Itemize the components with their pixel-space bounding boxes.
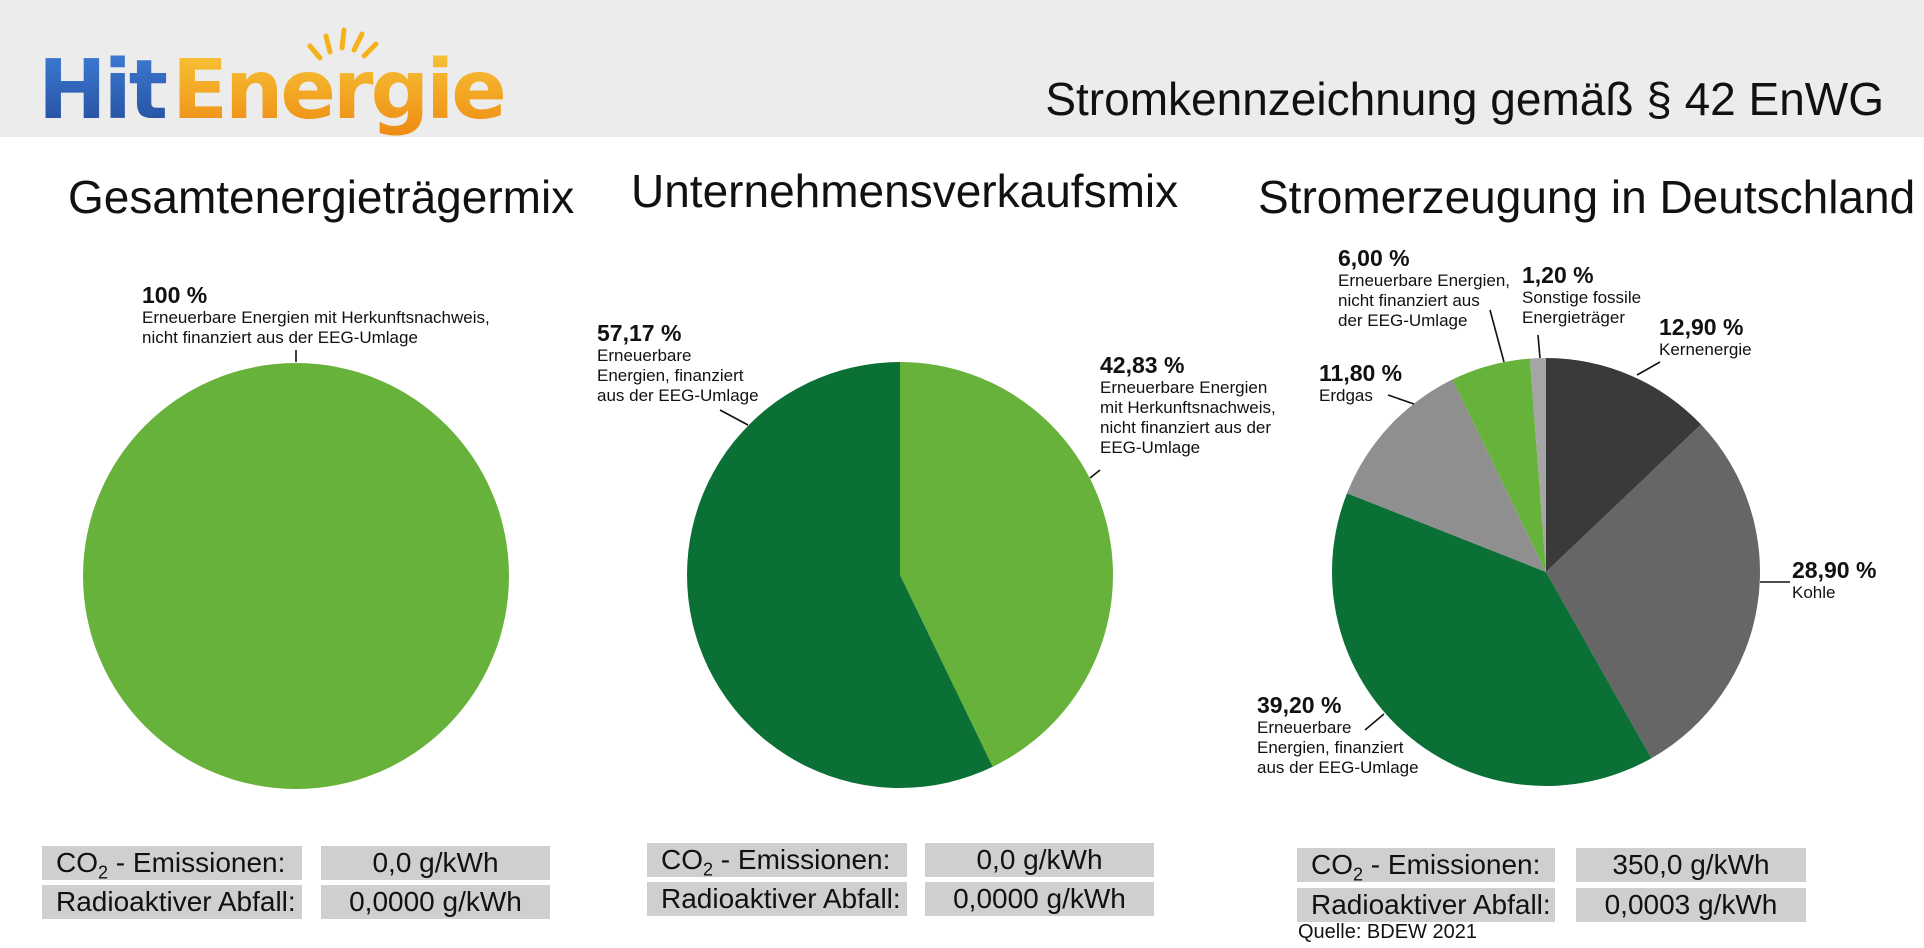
pie-2-slice-2 [1331, 493, 1652, 786]
label-gesamt-ee-nachweis: 100 % Erneuerbare Energien mit Herkunfts… [142, 282, 490, 347]
chart-title-unternehmen: Unternehmensverkaufsmix [631, 165, 1179, 217]
waste-value-3: 0,0003 g/kWh [1576, 888, 1806, 922]
hitenergie-logo: Hit Energie [38, 27, 507, 138]
leader-line-1 [719, 409, 749, 426]
label-de-kohle: 28,90 % Kohle [1792, 557, 1877, 602]
waste-label-1: Radioaktiver Abfall: [42, 885, 302, 919]
pie-2-slice-3 [1347, 379, 1546, 572]
label-de-sonstige-fossile: 1,20 % Sonstige fossile Energieträger [1522, 262, 1642, 327]
chart-title-gesamt: Gesamtenergieträgermix [68, 171, 575, 223]
sun-rays-icon [307, 27, 379, 61]
label-de-ee-eeg: 39,20 % Erneuerbare Energien, finanziert… [1257, 692, 1419, 777]
leader-line-4 [1537, 334, 1541, 359]
co2-value-1: 0,0 g/kWh [321, 846, 550, 880]
pie-2-slice-1 [1546, 424, 1760, 759]
co2-label-1: CO2 - Emissionen: [42, 846, 302, 882]
waste-label-3: Radioaktiver Abfall: [1297, 888, 1555, 922]
leader-line-6 [1387, 394, 1415, 405]
waste-label-2: Radioaktiver Abfall: [647, 882, 907, 916]
co2-value-3: 350,0 g/kWh [1576, 848, 1806, 882]
header-bar: Hit Energie Stromkennzeichnung gemäß § 4… [0, 0, 1924, 138]
label-verkauf-ee-nachweis: 42,83 % Erneuerbare Energien mit Herkunf… [1100, 352, 1276, 457]
leader-line-2 [1089, 469, 1101, 479]
leader-line-3 [1489, 309, 1505, 363]
pie-1-slice-0 [900, 362, 1113, 767]
label-de-ee-nicht-eeg: 6,00 % Erneuerbare Energien, nicht finan… [1338, 245, 1511, 330]
leader-line-8 [1364, 713, 1385, 731]
waste-value-2: 0,0000 g/kWh [925, 882, 1154, 916]
waste-value-1: 0,0000 g/kWh [321, 885, 550, 919]
leader-line-5 [1636, 361, 1661, 376]
pie-1-slice-1 [686, 362, 993, 788]
pie-0-slice-0 [83, 363, 509, 789]
pie-2-slice-4 [1452, 358, 1546, 572]
label-verkauf-ee-eeg: 57,17 % Erneuerbare Energien, finanziert… [597, 320, 759, 405]
label-de-erdgas: 11,80 % Erdgas [1319, 360, 1403, 405]
logo-part-energie: Energie [172, 43, 504, 138]
chart-title-deutschland: Stromerzeugung in Deutschland [1258, 171, 1916, 223]
label-de-kernenergie: 12,90 % Kernenergie [1659, 314, 1752, 359]
pie-2-slice-0 [1546, 358, 1702, 572]
co2-label-3: CO2 - Emissionen: [1297, 848, 1555, 884]
page-title: Stromkennzeichnung gemäß § 42 EnWG [1045, 73, 1884, 125]
logo-part-hit: Hit [38, 43, 167, 138]
source-note: Quelle: BDEW 2021 [1298, 921, 1477, 943]
co2-value-2: 0,0 g/kWh [925, 843, 1154, 877]
pie-2-slice-5 [1529, 358, 1546, 572]
co2-label-2: CO2 - Emissionen: [647, 843, 907, 879]
